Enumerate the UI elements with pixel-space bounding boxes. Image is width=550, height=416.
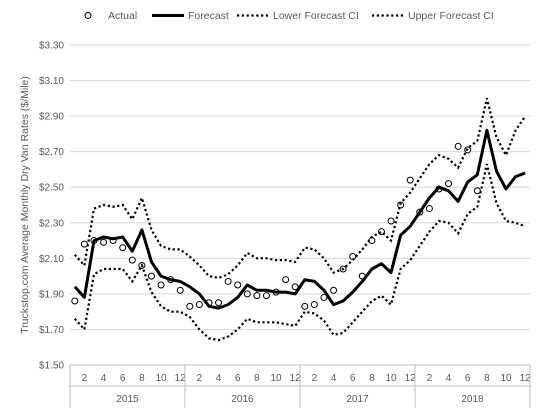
actual-point [406,176,414,184]
actual-point [243,290,251,298]
actual-point [215,299,223,307]
actual-point [128,256,136,264]
actual-point [473,187,481,195]
actual-point [100,238,108,246]
y-tick-label: $2.10 [39,254,64,265]
y-tick-label: $2.30 [39,218,64,229]
y-tick-label: $2.90 [39,112,64,123]
x-axis: 2 4 6 8 10 12 2 4 6 8 10 12 2 4 6 8 10 12 2 4 6 8 10 12 2015 2016… [69,364,532,408]
year-label: 2017 [346,394,369,405]
x-tick-label: 4 [101,373,107,384]
actual-point [80,240,88,248]
x-tick-label: 10 [500,373,512,384]
y-tick-label: $1.90 [39,289,64,300]
actual-point [425,205,433,213]
actual-point [253,292,261,300]
x-tick-label: 12 [175,373,187,384]
actual-point [186,302,194,310]
actual-point [176,286,184,294]
y-tick-label: $3.30 [39,41,64,52]
y-tick-label: $3.10 [39,76,64,87]
x-tick-label: 4 [331,373,337,384]
actual-point [147,272,155,280]
x-tick-label: 10 [270,373,282,384]
actual-point [224,277,232,285]
year-label: 2018 [461,394,484,405]
legend-label: Lower Forecast CI [273,10,359,22]
plot-area [71,98,527,342]
actual-point [454,142,462,150]
x-tick-label: 8 [139,373,145,384]
y-tick-label: $2.50 [39,183,64,194]
x-tick-label: 4 [446,373,452,384]
y-tick-label: $1.70 [39,325,64,336]
actual-point [119,244,127,252]
actual-point [330,286,338,294]
x-tick-label: 6 [235,373,241,384]
x-tick-label: 2 [427,373,433,384]
y-tick-label: $1.50 [39,361,64,372]
x-tick-label: 10 [155,373,167,384]
actual-point [195,301,203,309]
y-tick-label: $2.70 [39,147,64,158]
actual-point [387,217,395,225]
actual-point [234,281,242,289]
x-tick-label: 4 [216,373,222,384]
actual-point [310,301,318,309]
x-tick-label: 2 [82,373,88,384]
gridlines [70,44,530,366]
x-tick-label: 8 [484,373,490,384]
x-tick-label: 12 [520,373,532,384]
y-axis-label: Truckstop.com Average Monthly Dry Van Ra… [19,76,31,334]
actual-point [71,297,79,305]
year-label: 2016 [231,394,254,405]
x-tick-label: 2 [312,373,318,384]
x-tick-label: 8 [369,373,375,384]
x-tick-label: 6 [465,373,471,384]
legend-marker [84,12,92,19]
x-tick-label: 6 [120,373,126,384]
y-axis: $1.50 $1.70 $1.90 $2.10 $2.30 $2.50 $2.70 $2.90… [39,41,64,372]
actual-point [282,276,290,284]
x-tick-label: 12 [290,373,302,384]
legend: Actual Forecast Lower Forecast CI Upper For… [84,10,494,22]
legend-label: Upper Forecast CI [408,10,494,22]
x-tick-label: 10 [385,373,397,384]
x-tick-label: 6 [350,373,356,384]
actual-point [397,201,405,209]
lower-forecast-ci-line [73,163,526,342]
upper-forecast-ci-line [73,98,527,280]
actual-point [157,281,165,289]
year-label: 2015 [116,394,139,405]
x-tick-label: 2 [197,373,203,384]
x-tick-label: 12 [405,373,417,384]
actual-point [301,302,309,310]
legend-label: Forecast [188,10,229,22]
actual-point [445,180,453,188]
forecast-line [73,128,526,310]
legend-label: Actual [108,10,137,22]
actual-point [262,292,270,300]
x-tick-label: 8 [254,373,260,384]
